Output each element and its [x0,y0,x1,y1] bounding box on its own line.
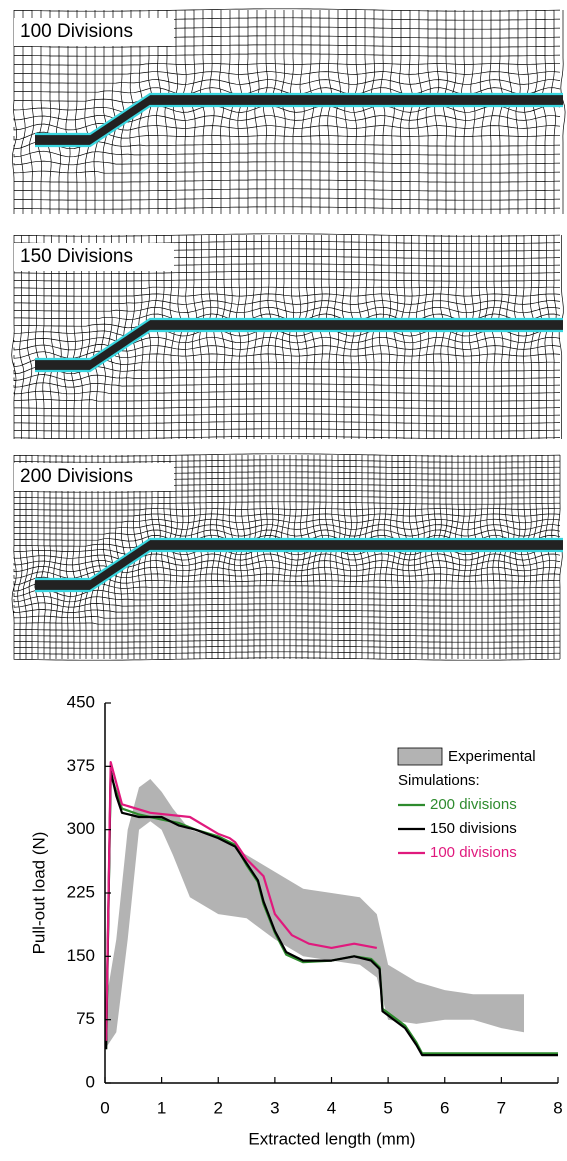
fiber-edge [35,104,563,148]
y-tick-label: 300 [67,819,95,838]
x-tick-label: 6 [440,1098,449,1117]
panel-title-bg [14,18,174,46]
y-tick-label: 150 [67,946,95,965]
panel-title: 200 Divisions [20,466,133,487]
x-tick-label: 2 [214,1098,223,1117]
fiber-core [35,320,563,370]
x-tick-label: 7 [497,1098,506,1117]
fiber-edge [35,329,563,373]
legend-label: 100 divisions [430,844,517,861]
y-tick-label: 225 [67,882,95,901]
panel-title: 100 Divisions [20,21,133,42]
y-tick-label: 450 [67,692,95,711]
y-tick-label: 0 [86,1072,95,1091]
fiber-edge [35,549,563,593]
fiber-edge [35,537,563,581]
x-tick-label: 4 [327,1098,336,1117]
x-tick-label: 0 [100,1098,109,1117]
fiber-edge [35,317,563,361]
legend-heading: Simulations: [398,772,480,789]
series-line [105,769,558,1057]
fiber-core [35,540,563,590]
x-tick-label: 8 [553,1098,562,1117]
series-line [105,761,378,1041]
fiber-core [35,95,563,145]
legend-label: 200 divisions [430,796,517,813]
mesh [11,233,564,440]
legend-swatch [397,747,443,766]
panel-title-bg [14,463,174,491]
legend-label: Experimental [448,748,536,765]
panel-title: 150 Divisions [20,246,133,267]
x-tick-label: 5 [383,1098,392,1117]
x-tick-label: 3 [270,1098,279,1117]
legend-label: 150 divisions [430,820,517,837]
fiber-edge [35,92,563,136]
panel-title-bg [14,243,174,271]
y-tick-label: 75 [76,1009,95,1028]
experimental-band [105,779,524,1050]
mesh [12,8,566,214]
mesh [11,453,563,661]
mesh-panels: 100 Divisions 150 Divisions 200 Divisions [11,8,566,661]
chart: Extracted length (mm) Pull-out load (N) … [29,692,562,1148]
x-tick-label: 1 [157,1098,166,1117]
y-axis-label: Pull-out load (N) [29,832,48,955]
x-axis-label: Extracted length (mm) [248,1129,415,1148]
y-tick-label: 375 [67,756,95,775]
